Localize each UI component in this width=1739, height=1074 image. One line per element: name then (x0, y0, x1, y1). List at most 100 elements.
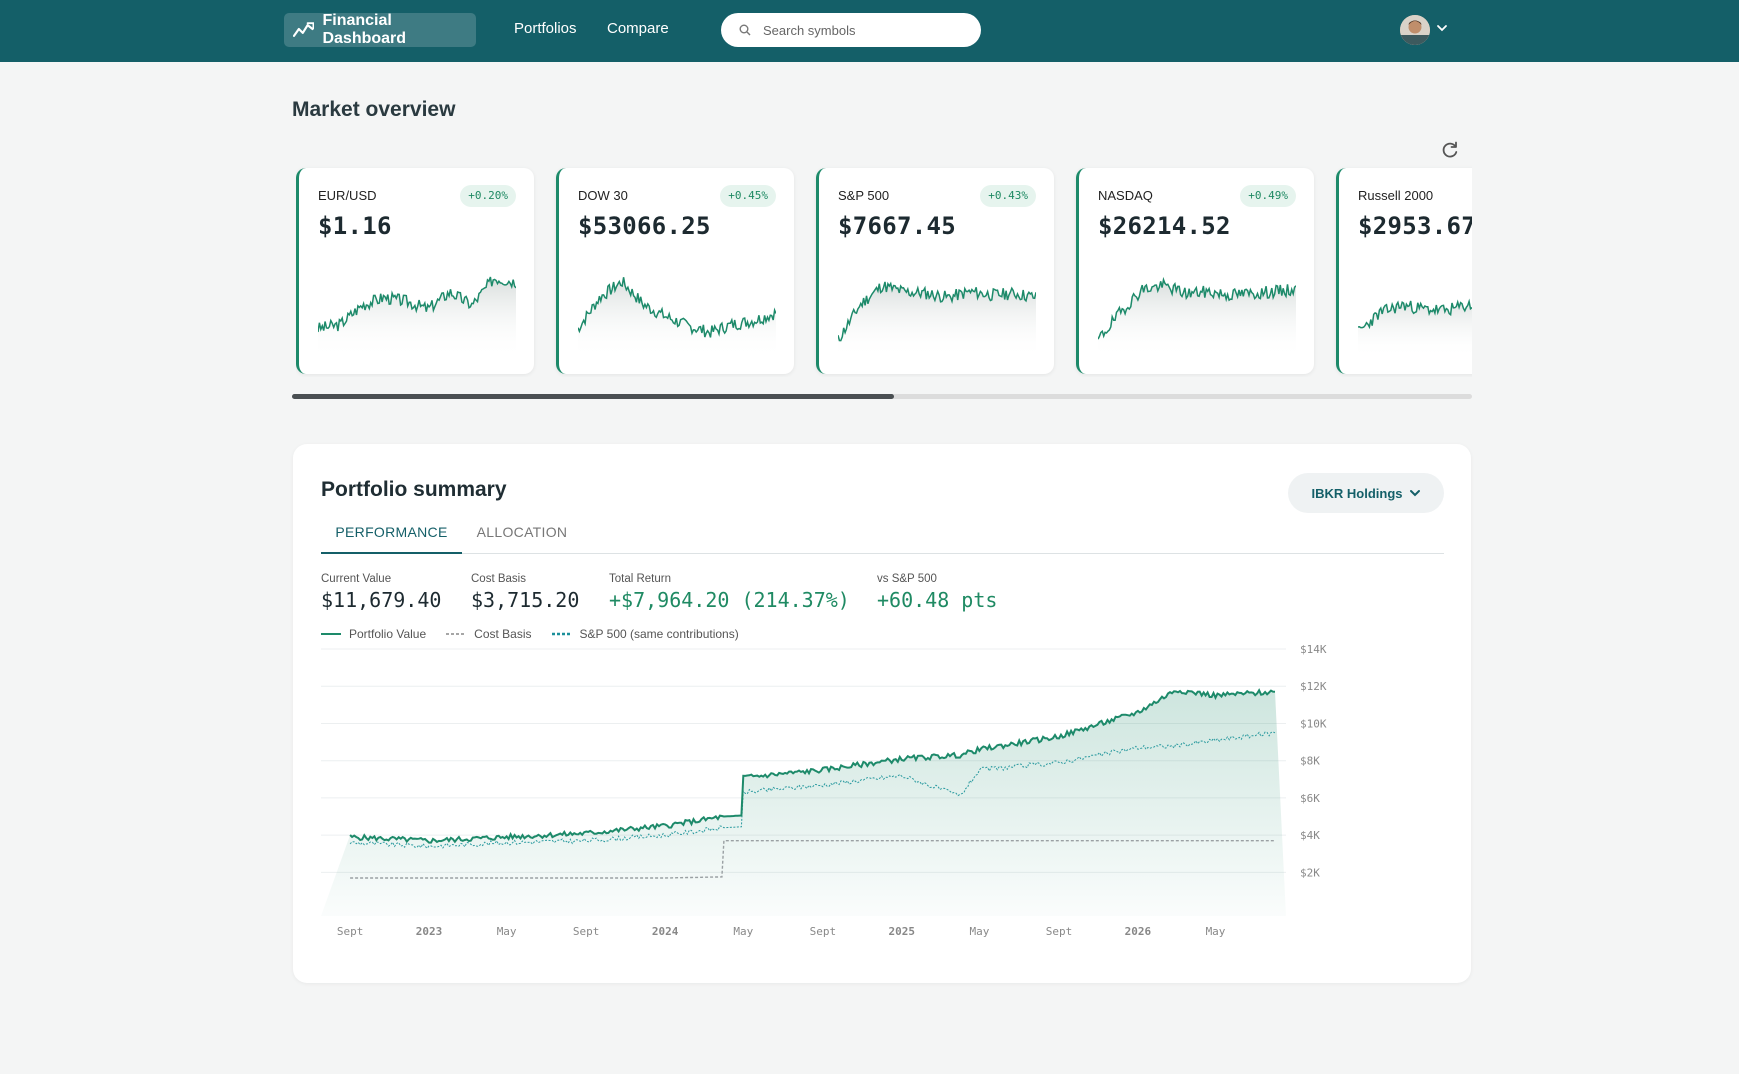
card-price: $2953.67 (1358, 212, 1472, 240)
stat-label: vs S&P 500 (877, 573, 937, 585)
market-card[interactable]: NASDAQ +0.49% $26214.52 (1076, 168, 1314, 374)
sparkline-area (838, 281, 1036, 358)
stat-total-return: Total Return +$7,964.20 (214.37%) (609, 573, 850, 612)
portfolio-tabs: PERFORMANCE ALLOCATION (321, 510, 1444, 554)
sparkline-line (318, 276, 516, 333)
sparkline-line (838, 281, 1036, 342)
sparkline (838, 281, 1036, 358)
chart-legend: Portfolio Value Cost Basis S&P 500 (same… (321, 627, 759, 641)
market-cards-carousel[interactable]: EUR/USD +0.20% $1.16 DOW 30 +0.45% $5306… (296, 165, 1472, 377)
legend-swatch-dashed (446, 633, 467, 635)
y-tick-label: $10K (1300, 717, 1327, 730)
search-box[interactable] (721, 13, 981, 47)
stat-label: Total Return (609, 573, 672, 585)
card-price: $53066.25 (578, 212, 711, 240)
x-tick-label: Sept (573, 925, 600, 938)
chevron-down-icon[interactable] (1436, 22, 1448, 34)
change-badge: +0.43% (980, 185, 1036, 207)
refresh-icon[interactable] (1440, 140, 1460, 160)
stat-vs-sp500: vs S&P 500 +60.48 pts (877, 573, 997, 612)
stat-label: Cost Basis (471, 573, 526, 585)
stat-label: Current Value (321, 573, 392, 585)
market-card[interactable]: EUR/USD +0.20% $1.16 (296, 168, 534, 374)
stat-value: $11,679.40 (321, 588, 442, 612)
stat-current-value: Current Value $11,679.40 (321, 573, 441, 612)
sparkline-line (1098, 276, 1296, 340)
market-card[interactable]: DOW 30 +0.45% $53066.25 (556, 168, 794, 374)
market-card[interactable]: S&P 500 +0.43% $7667.45 (816, 168, 1054, 374)
y-tick-label: $4K (1300, 829, 1320, 842)
sparkline (1358, 298, 1472, 358)
card-symbol: EUR/USD (318, 188, 377, 203)
holdings-selector[interactable]: IBKR Holdings (1288, 473, 1444, 513)
x-tick-label: 2026 (1125, 925, 1152, 938)
y-tick-label: $12K (1300, 680, 1327, 693)
stat-value: +$7,964.20 (214.37%) (609, 588, 850, 612)
top-nav: Financial Dashboard Portfolios Compare (0, 0, 1739, 62)
card-symbol: DOW 30 (578, 188, 628, 203)
sparkline (578, 277, 776, 358)
x-tick-label: Sept (337, 925, 364, 938)
y-tick-label: $8K (1300, 755, 1320, 768)
legend-label: Portfolio Value (349, 627, 427, 641)
legend-item[interactable]: Cost Basis (446, 627, 532, 641)
change-badge: +0.20% (460, 185, 516, 207)
portfolio-title: Portfolio summary (321, 478, 507, 501)
card-symbol: NASDAQ (1098, 188, 1153, 203)
x-tick-label: 2023 (416, 925, 443, 938)
x-tick-label: May (733, 925, 753, 938)
series-portfolio-value (349, 688, 1276, 844)
x-tick-label: May (1206, 925, 1226, 938)
sparkline (318, 276, 516, 358)
sparkline-area (1358, 301, 1472, 358)
y-tick-label: $6K (1300, 792, 1320, 805)
change-badge: +0.45% (720, 185, 776, 207)
sparkline-line (1358, 298, 1472, 330)
holdings-label: IBKR Holdings (1311, 485, 1403, 501)
legend-item[interactable]: Portfolio Value (321, 627, 426, 641)
card-symbol: Russell 2000 (1358, 188, 1434, 203)
scrollbar-thumb[interactable] (292, 394, 894, 399)
stat-value: $3,715.20 (471, 588, 580, 612)
portfolio-area (321, 690, 1286, 916)
y-tick-label: $14K (1300, 644, 1327, 656)
x-tick-label: 2025 (889, 925, 916, 938)
legend-swatch-solid (321, 633, 341, 635)
legend-label: S&P 500 (same contributions) (579, 627, 739, 641)
performance-chart[interactable]: $14K $12K $10K $8K $6K $4K $2K Sept 2023 May Sept 2… (293, 644, 1471, 944)
card-price: $7667.45 (838, 212, 956, 240)
market-card[interactable]: Russell 2000 $2953.67 (1336, 168, 1472, 374)
card-price: $26214.52 (1098, 212, 1231, 240)
x-tick-label: May (969, 925, 989, 938)
y-tick-label: $2K (1300, 866, 1320, 879)
portfolio-panel: Portfolio summary IBKR Holdings PERFORMA… (293, 444, 1471, 983)
nav-link-compare[interactable]: Compare (607, 20, 669, 37)
brand-home-link[interactable]: Financial Dashboard (284, 12, 476, 47)
x-tick-label: 2024 (652, 925, 679, 938)
stat-value: +60.48 pts (877, 588, 998, 612)
user-avatar[interactable] (1400, 15, 1430, 45)
carousel-scrollbar[interactable] (292, 394, 1472, 399)
sparkline (1098, 276, 1296, 358)
legend-item[interactable]: S&P 500 (same contributions) (551, 627, 739, 641)
market-overview-title: Market overview (292, 98, 456, 121)
legend-label: Cost Basis (474, 627, 532, 641)
card-symbol: S&P 500 (838, 188, 890, 203)
sparkline-area (1098, 279, 1296, 358)
search-icon (739, 24, 751, 36)
series-cost-basis (350, 840, 1275, 879)
tab-performance[interactable]: PERFORMANCE (321, 510, 462, 554)
sparkline-line (578, 277, 776, 338)
search-input[interactable] (763, 22, 963, 38)
sparkline-area (318, 277, 516, 358)
tab-allocation[interactable]: ALLOCATION (476, 524, 568, 540)
series-sp500 (349, 731, 1276, 850)
stat-cost-basis: Cost Basis $3,715.20 (471, 573, 579, 612)
sparkline-area (578, 277, 776, 358)
x-tick-label: Sept (810, 925, 837, 938)
nav-link-portfolios[interactable]: Portfolios (514, 20, 577, 37)
x-tick-label: May (497, 925, 517, 938)
chevron-down-icon (1409, 490, 1420, 497)
brand-title: Financial Dashboard (322, 12, 407, 47)
trending-chart-icon (293, 22, 315, 37)
